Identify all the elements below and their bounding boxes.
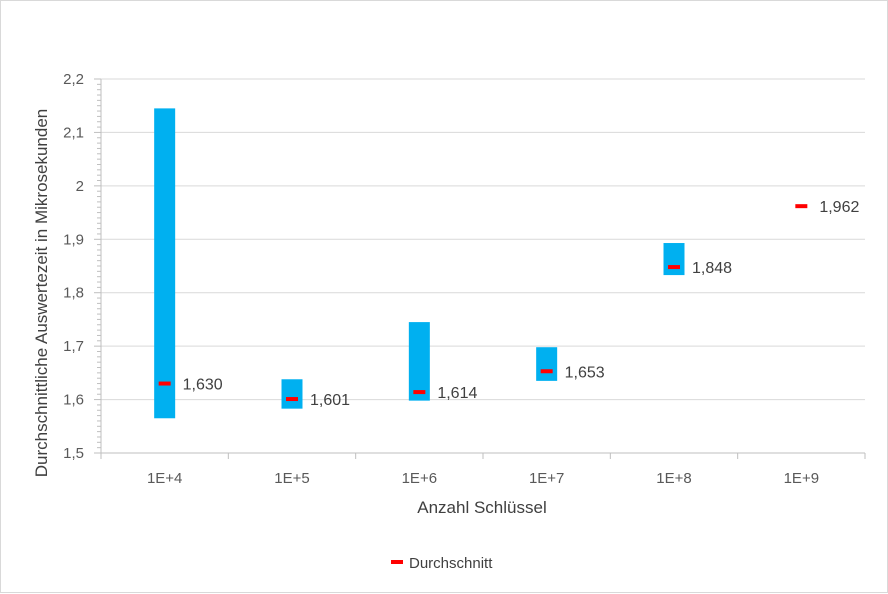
data-label: 1,601 bbox=[310, 392, 350, 409]
y-tick-label: 1,7 bbox=[63, 338, 84, 355]
y-axis-title: Durchschnittliche Auswertezeit in Mikros… bbox=[32, 109, 51, 478]
data-label: 1,653 bbox=[565, 364, 605, 381]
legend-label-durchschnitt: Durchschnitt bbox=[409, 555, 493, 572]
mean-markers bbox=[158, 204, 808, 402]
y-tick-label: 2,2 bbox=[63, 71, 84, 88]
y-tick-label: 1,8 bbox=[63, 285, 84, 302]
data-label: 1,962 bbox=[819, 199, 859, 216]
y-tick-label: 1,9 bbox=[63, 231, 84, 248]
data-label: 1,848 bbox=[692, 260, 732, 277]
y-tick-label: 2 bbox=[76, 178, 84, 195]
range-bar bbox=[536, 347, 558, 381]
x-tick-label: 1E+5 bbox=[274, 470, 309, 487]
legend: Durchschnitt bbox=[391, 555, 493, 572]
range-bars bbox=[154, 108, 685, 419]
y-tick-label: 2,1 bbox=[63, 124, 84, 141]
axes: 1,5 1,6 1,7 1,8 1,9 2 2,1 2,2 1E+4 1E+5 1E+6 1E+7 1E… bbox=[63, 71, 866, 487]
data-label: 1,614 bbox=[437, 385, 477, 402]
x-tick-label: 1E+8 bbox=[656, 470, 691, 487]
x-tick-label: 1E+7 bbox=[529, 470, 564, 487]
range-bar bbox=[663, 243, 685, 276]
range-bar bbox=[408, 322, 430, 401]
range-bar bbox=[281, 379, 303, 409]
x-tick-label: 1E+9 bbox=[784, 470, 819, 487]
x-tick-label: 1E+4 bbox=[147, 470, 182, 487]
y-tick-label: 1,5 bbox=[63, 445, 84, 462]
data-labels: 1,630 1,601 1,614 1,653 1,848 1,962 bbox=[183, 199, 860, 409]
range-bar bbox=[154, 108, 176, 419]
x-axis-title: Anzahl Schlüssel bbox=[417, 498, 546, 517]
data-label: 1,630 bbox=[183, 377, 223, 394]
x-tick-label: 1E+6 bbox=[402, 470, 437, 487]
y-tick-label: 1,6 bbox=[63, 392, 84, 409]
gridlines bbox=[101, 78, 865, 401]
